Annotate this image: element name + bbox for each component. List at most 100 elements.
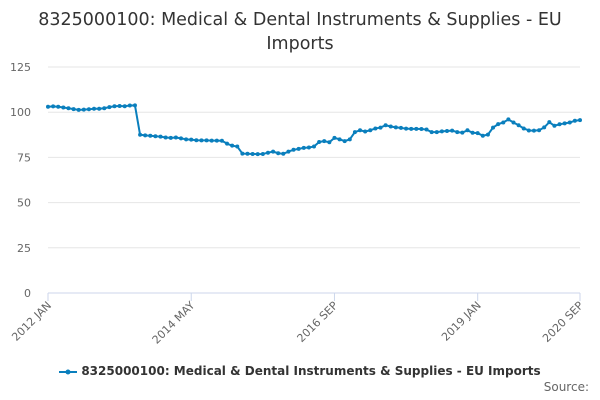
- data-point[interactable]: [465, 128, 470, 133]
- data-point[interactable]: [107, 105, 112, 110]
- data-point[interactable]: [383, 123, 388, 128]
- data-point[interactable]: [122, 104, 127, 109]
- data-point[interactable]: [398, 125, 403, 130]
- data-point[interactable]: [281, 151, 286, 156]
- data-point[interactable]: [511, 120, 516, 125]
- data-point[interactable]: [158, 134, 163, 139]
- data-point[interactable]: [552, 123, 557, 128]
- data-point[interactable]: [445, 129, 449, 133]
- data-point[interactable]: [537, 128, 542, 133]
- data-point[interactable]: [271, 149, 276, 154]
- data-point[interactable]: [496, 122, 501, 127]
- data-point[interactable]: [240, 151, 245, 156]
- legend[interactable]: 8325000100: Medical & Dental Instruments…: [0, 364, 600, 378]
- data-point[interactable]: [260, 151, 265, 156]
- data-point[interactable]: [327, 140, 332, 145]
- data-point[interactable]: [71, 107, 76, 112]
- data-point[interactable]: [526, 128, 531, 133]
- data-point[interactable]: [460, 130, 465, 135]
- data-point[interactable]: [393, 125, 398, 130]
- data-point[interactable]: [542, 125, 547, 130]
- data-point[interactable]: [173, 135, 178, 140]
- data-point[interactable]: [81, 107, 86, 112]
- data-point[interactable]: [61, 105, 66, 110]
- data-point[interactable]: [199, 138, 204, 143]
- data-point[interactable]: [439, 129, 444, 134]
- data-point[interactable]: [475, 131, 480, 136]
- data-point[interactable]: [102, 106, 107, 111]
- data-point[interactable]: [225, 141, 230, 146]
- data-point[interactable]: [179, 136, 183, 141]
- data-point[interactable]: [276, 151, 281, 156]
- data-point[interactable]: [184, 137, 189, 142]
- data-point[interactable]: [414, 126, 419, 131]
- data-point[interactable]: [250, 151, 255, 156]
- data-point[interactable]: [214, 138, 219, 143]
- data-point[interactable]: [138, 132, 143, 137]
- data-point[interactable]: [342, 139, 347, 144]
- data-point[interactable]: [46, 104, 50, 109]
- data-point[interactable]: [501, 120, 506, 125]
- data-point[interactable]: [424, 127, 429, 132]
- data-point[interactable]: [567, 120, 572, 125]
- data-point[interactable]: [235, 144, 240, 149]
- data-point[interactable]: [66, 106, 71, 111]
- data-point[interactable]: [419, 127, 424, 132]
- data-point[interactable]: [363, 129, 368, 134]
- data-point[interactable]: [450, 128, 455, 133]
- data-point[interactable]: [434, 130, 439, 135]
- data-point[interactable]: [153, 134, 158, 139]
- data-point[interactable]: [306, 145, 311, 150]
- data-point[interactable]: [404, 126, 409, 131]
- data-point[interactable]: [572, 118, 577, 123]
- data-point[interactable]: [204, 138, 209, 143]
- data-point[interactable]: [352, 130, 357, 135]
- data-point[interactable]: [291, 147, 296, 152]
- data-point[interactable]: [337, 137, 342, 142]
- data-point[interactable]: [209, 138, 214, 143]
- data-point[interactable]: [194, 138, 199, 143]
- data-point[interactable]: [312, 144, 316, 149]
- data-point[interactable]: [219, 138, 224, 143]
- data-point[interactable]: [332, 135, 337, 140]
- data-point[interactable]: [86, 107, 91, 112]
- source-credit[interactable]: Source:: [543, 380, 589, 394]
- data-point[interactable]: [92, 106, 97, 111]
- data-point[interactable]: [265, 150, 270, 155]
- data-point[interactable]: [557, 122, 562, 127]
- data-point[interactable]: [76, 107, 81, 112]
- data-point[interactable]: [578, 118, 582, 123]
- data-point[interactable]: [286, 149, 291, 154]
- data-point[interactable]: [409, 126, 414, 131]
- data-point[interactable]: [148, 133, 153, 138]
- data-point[interactable]: [347, 137, 352, 142]
- data-point[interactable]: [56, 104, 61, 109]
- data-point[interactable]: [317, 140, 322, 145]
- data-point[interactable]: [562, 121, 567, 126]
- data-point[interactable]: [531, 128, 536, 133]
- data-point[interactable]: [373, 126, 378, 131]
- data-point[interactable]: [480, 133, 485, 138]
- data-point[interactable]: [521, 126, 526, 131]
- data-point[interactable]: [51, 104, 56, 109]
- data-point[interactable]: [547, 120, 552, 125]
- data-point[interactable]: [378, 125, 383, 130]
- data-point[interactable]: [132, 103, 137, 108]
- data-point[interactable]: [506, 117, 511, 122]
- data-point[interactable]: [516, 123, 521, 128]
- data-point[interactable]: [368, 128, 373, 133]
- data-point[interactable]: [470, 130, 475, 135]
- data-point[interactable]: [296, 146, 301, 151]
- data-point[interactable]: [143, 133, 148, 138]
- data-point[interactable]: [388, 124, 393, 129]
- data-point[interactable]: [485, 132, 490, 137]
- data-point[interactable]: [163, 135, 168, 140]
- data-point[interactable]: [455, 130, 460, 135]
- data-point[interactable]: [301, 145, 306, 150]
- data-point[interactable]: [117, 104, 122, 109]
- data-point[interactable]: [189, 137, 194, 142]
- data-point[interactable]: [112, 104, 117, 109]
- data-point[interactable]: [358, 128, 363, 133]
- data-point[interactable]: [491, 125, 496, 130]
- data-point[interactable]: [429, 130, 434, 135]
